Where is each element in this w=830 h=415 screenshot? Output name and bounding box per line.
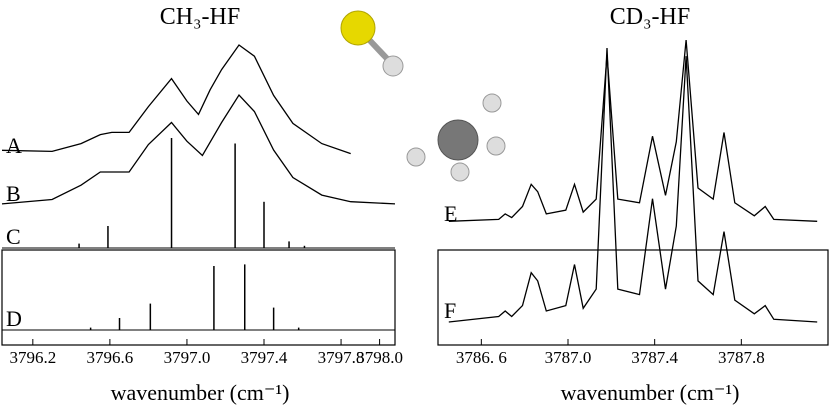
x-tick-label: 3798.0 (356, 348, 403, 367)
chart-title: CD₃-HF (610, 4, 690, 30)
x-tick-label: 3787.4 (631, 348, 678, 367)
x-tick-label: 3787.0 (545, 348, 592, 367)
x-axis-label: wavenumber (cm⁻¹) (111, 380, 290, 405)
x-tick-label: 3796.2 (9, 348, 56, 367)
spectrum-trace (1, 44, 351, 155)
x-tick-label: 3796.6 (87, 348, 134, 367)
trace-label: E (444, 201, 457, 226)
trace-label: A (6, 133, 22, 158)
x-tick-label: 3797.4 (241, 348, 288, 367)
x-tick-label: 3797.0 (164, 348, 211, 367)
trace-label: C (6, 224, 21, 249)
trace-label: D (6, 306, 22, 331)
spectrum-trace (448, 47, 818, 323)
chart-title: CH₃-HF (160, 4, 240, 30)
spectrum-trace (448, 39, 818, 222)
x-axis-label: wavenumber (cm⁻¹) (561, 380, 740, 405)
plot-frame (437, 249, 829, 346)
x-tick-label: 3786. 6 (456, 348, 507, 367)
molecule-methyl (406, 93, 506, 182)
trace-label: B (6, 181, 21, 206)
trace-label: F (444, 298, 456, 323)
molecule-hf (340, 10, 404, 77)
x-tick-label: 3787.8 (718, 348, 765, 367)
spectrum-trace (1, 93, 396, 205)
x-tick-label: 3797.8 (318, 348, 365, 367)
plot-frame (1, 249, 396, 346)
